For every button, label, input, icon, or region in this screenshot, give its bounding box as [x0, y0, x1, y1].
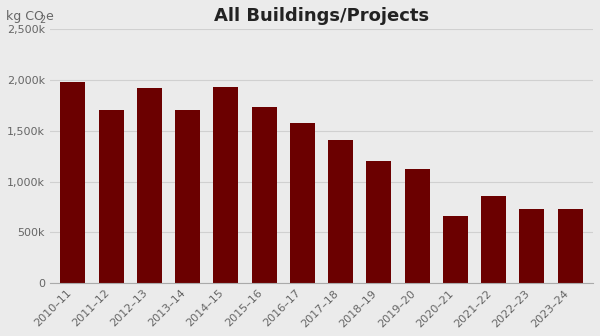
- Bar: [137, 88, 162, 283]
- Text: kg CO: kg CO: [6, 10, 44, 23]
- Bar: [443, 216, 468, 283]
- Bar: [404, 169, 430, 283]
- Bar: [98, 111, 124, 283]
- Bar: [290, 123, 315, 283]
- Bar: [214, 87, 238, 283]
- Bar: [520, 209, 544, 283]
- Bar: [328, 140, 353, 283]
- Title: All Buildings/Projects: All Buildings/Projects: [214, 7, 429, 25]
- Bar: [175, 111, 200, 283]
- Bar: [251, 108, 277, 283]
- Bar: [557, 209, 583, 283]
- Bar: [61, 82, 85, 283]
- Bar: [367, 161, 391, 283]
- Bar: [481, 196, 506, 283]
- Text: 2: 2: [39, 15, 45, 25]
- Text: e: e: [45, 10, 53, 23]
